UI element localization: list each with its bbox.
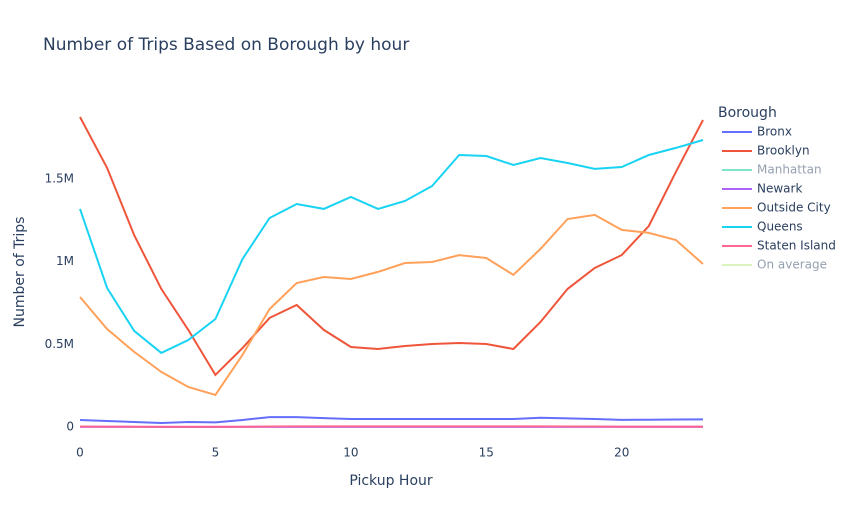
legend-title: Borough: [718, 105, 777, 121]
y-tick-label: 0: [66, 419, 74, 433]
legend-label[interactable]: Newark: [757, 182, 802, 196]
legend-label[interactable]: Manhattan: [757, 163, 822, 177]
legend-label[interactable]: Brooklyn: [757, 144, 810, 158]
legend-label[interactable]: Queens: [757, 220, 803, 234]
y-tick-label: 1.5M: [45, 172, 74, 186]
legend-label[interactable]: Bronx: [757, 125, 792, 139]
x-tick-label: 15: [479, 446, 494, 460]
x-axis-label: Pickup Hour: [349, 473, 433, 489]
legend-label[interactable]: On average: [757, 258, 827, 272]
legend-label[interactable]: Outside City: [757, 201, 831, 215]
x-tick-label: 0: [76, 446, 84, 460]
x-tick-label: 20: [614, 446, 629, 460]
legend-label[interactable]: Staten Island: [757, 239, 836, 253]
x-tick-label: 5: [212, 446, 220, 460]
y-tick-label: 0.5M: [45, 337, 74, 351]
y-tick-label: 1M: [56, 254, 74, 268]
x-tick-label: 10: [343, 446, 358, 460]
chart-title: Number of Trips Based on Borough by hour: [43, 35, 409, 55]
y-axis-label: Number of Trips: [12, 217, 28, 328]
